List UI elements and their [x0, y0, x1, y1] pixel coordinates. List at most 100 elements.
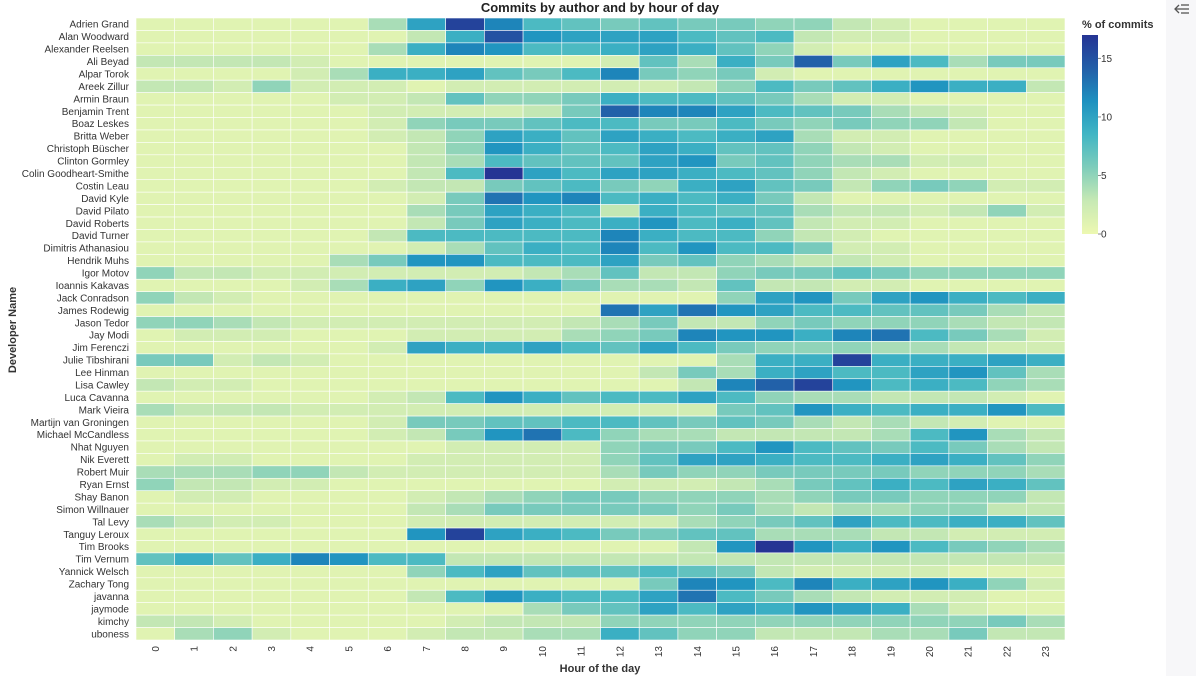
heatmap-cell[interactable] — [445, 154, 485, 168]
heatmap-cell[interactable] — [638, 117, 679, 131]
heatmap-cell[interactable] — [871, 602, 911, 616]
heatmap-cell[interactable] — [600, 453, 640, 467]
heatmap-cell[interactable] — [329, 254, 369, 268]
heatmap-cell[interactable] — [522, 428, 563, 442]
heatmap-cell[interactable] — [561, 415, 601, 429]
heatmap-cell[interactable] — [445, 216, 485, 230]
heatmap-cell[interactable] — [290, 453, 330, 467]
heatmap-cell[interactable] — [561, 79, 601, 93]
heatmap-cell[interactable] — [1025, 191, 1066, 205]
heatmap-cell[interactable] — [367, 129, 408, 143]
heatmap-cell[interactable] — [793, 565, 834, 579]
heatmap-cell[interactable] — [367, 291, 408, 305]
heatmap-cell[interactable] — [290, 142, 330, 156]
heatmap-cell[interactable] — [251, 403, 292, 417]
heatmap-cell[interactable] — [1025, 577, 1066, 591]
heatmap-cell[interactable] — [329, 30, 369, 44]
heatmap-cell[interactable] — [871, 79, 911, 93]
heatmap-cell[interactable] — [561, 353, 601, 367]
heatmap-cell[interactable] — [793, 30, 834, 44]
heatmap-cell[interactable] — [638, 204, 679, 218]
heatmap-cell[interactable] — [484, 490, 524, 504]
heatmap-cell[interactable] — [174, 366, 214, 380]
heatmap-cell[interactable] — [522, 589, 563, 603]
heatmap-cell[interactable] — [290, 565, 330, 579]
heatmap-cell[interactable] — [948, 403, 988, 417]
heatmap-cell[interactable] — [638, 502, 679, 516]
heatmap-cell[interactable] — [213, 191, 253, 205]
heatmap-cell[interactable] — [1025, 216, 1066, 230]
heatmap-cell[interactable] — [755, 627, 795, 641]
heatmap-cell[interactable] — [1025, 30, 1066, 44]
heatmap-cell[interactable] — [213, 42, 253, 56]
heatmap-cell[interactable] — [638, 266, 679, 280]
heatmap-cell[interactable] — [793, 465, 834, 479]
heatmap-cell[interactable] — [909, 92, 950, 106]
heatmap-cell[interactable] — [677, 92, 717, 106]
heatmap-cell[interactable] — [329, 117, 369, 131]
heatmap-cell[interactable] — [290, 378, 330, 392]
heatmap-cell[interactable] — [484, 216, 524, 230]
heatmap-cell[interactable] — [600, 303, 640, 317]
heatmap-cell[interactable] — [213, 477, 253, 492]
heatmap-cell[interactable] — [948, 440, 988, 454]
heatmap-cell[interactable] — [329, 67, 369, 81]
heatmap-cell[interactable] — [367, 540, 408, 554]
heatmap-cell[interactable] — [213, 303, 253, 317]
heatmap-cell[interactable] — [909, 254, 950, 268]
heatmap-cell[interactable] — [367, 552, 408, 566]
heatmap-cell[interactable] — [1025, 502, 1066, 516]
heatmap-cell[interactable] — [290, 540, 330, 554]
heatmap-cell[interactable] — [329, 55, 369, 69]
heatmap-cell[interactable] — [948, 254, 988, 268]
heatmap-cell[interactable] — [213, 328, 253, 342]
heatmap-cell[interactable] — [909, 328, 950, 342]
heatmap-cell[interactable] — [406, 390, 446, 404]
heatmap-cell[interactable] — [793, 477, 834, 492]
heatmap-cell[interactable] — [522, 17, 563, 31]
heatmap-cell[interactable] — [677, 291, 717, 305]
heatmap-cell[interactable] — [290, 92, 330, 106]
heatmap-cell[interactable] — [600, 191, 640, 205]
heatmap-cell[interactable] — [793, 328, 834, 342]
heatmap-cell[interactable] — [484, 316, 524, 330]
heatmap-cell[interactable] — [251, 241, 292, 255]
heatmap-cell[interactable] — [1025, 291, 1066, 305]
heatmap-cell[interactable] — [174, 490, 214, 504]
heatmap-cell[interactable] — [484, 154, 524, 168]
heatmap-cell[interactable] — [406, 104, 446, 118]
heatmap-cell[interactable] — [793, 540, 834, 554]
heatmap-cell[interactable] — [561, 42, 601, 56]
heatmap-cell[interactable] — [948, 55, 988, 69]
heatmap-cell[interactable] — [174, 266, 214, 280]
heatmap-cell[interactable] — [251, 166, 292, 181]
heatmap-cell[interactable] — [600, 602, 640, 616]
heatmap-cell[interactable] — [871, 42, 911, 56]
heatmap-cell[interactable] — [251, 266, 292, 280]
heatmap-cell[interactable] — [174, 216, 214, 230]
heatmap-cell[interactable] — [871, 328, 911, 342]
heatmap-cell[interactable] — [406, 291, 446, 305]
heatmap-cell[interactable] — [832, 614, 872, 628]
heatmap-cell[interactable] — [290, 366, 330, 380]
heatmap-cell[interactable] — [793, 614, 834, 628]
heatmap-cell[interactable] — [832, 378, 872, 392]
heatmap-cell[interactable] — [251, 589, 292, 603]
heatmap-cell[interactable] — [484, 515, 524, 529]
heatmap-cell[interactable] — [948, 17, 988, 31]
heatmap-cell[interactable] — [561, 30, 601, 44]
heatmap-cell[interactable] — [135, 316, 176, 330]
heatmap-cell[interactable] — [1025, 328, 1066, 342]
heatmap-cell[interactable] — [871, 341, 911, 355]
heatmap-cell[interactable] — [522, 154, 563, 168]
heatmap-cell[interactable] — [755, 79, 795, 93]
heatmap-cell[interactable] — [832, 366, 872, 380]
heatmap-cell[interactable] — [1025, 117, 1066, 131]
heatmap-cell[interactable] — [174, 229, 214, 243]
heatmap-cell[interactable] — [871, 378, 911, 392]
heatmap-cell[interactable] — [948, 589, 988, 603]
heatmap-cell[interactable] — [832, 440, 872, 454]
heatmap-cell[interactable] — [251, 390, 292, 404]
heatmap-cell[interactable] — [948, 353, 988, 367]
heatmap-cell[interactable] — [1025, 55, 1066, 69]
